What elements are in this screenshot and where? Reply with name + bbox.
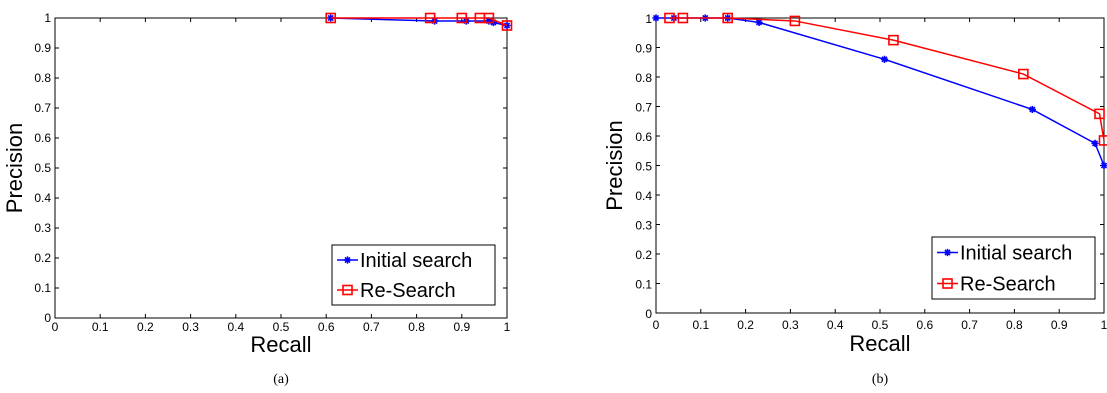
data-point-initial-search-core <box>1102 163 1106 168</box>
x-tick-label: 0.9 <box>453 320 470 334</box>
x-tick-label: 0 <box>653 318 660 332</box>
data-point-re-search <box>888 34 899 46</box>
y-tick-label: 1 <box>645 12 652 26</box>
data-point-initial-search-core <box>1030 107 1035 112</box>
x-tick-label: 0 <box>52 320 59 334</box>
y-tick-label: 0.9 <box>34 41 51 55</box>
y-tick-label: 0.6 <box>635 130 652 144</box>
legend-box <box>331 244 496 306</box>
y-tick-label: 0.4 <box>635 189 652 203</box>
y-tick-label: 0.4 <box>34 191 51 205</box>
x-tick-label: 0.1 <box>92 320 109 334</box>
data-point-initial-search-core <box>654 16 658 20</box>
legend-marker-re-search <box>942 278 953 289</box>
legend-marker-initial-search-core <box>945 250 950 255</box>
series-line-initial-search <box>656 17 1105 166</box>
legend-marker-initial-search-core <box>345 258 350 262</box>
legend-label: Initial search <box>960 243 1072 265</box>
y-tick-label: 0.8 <box>635 71 652 85</box>
legend-box <box>931 236 1096 300</box>
data-point-re-search <box>722 12 733 24</box>
x-tick-label: 0.5 <box>872 318 889 332</box>
x-tick-label: 0.2 <box>137 320 154 334</box>
y-tick-label: 0.5 <box>34 161 51 175</box>
x-tick-label: 0.5 <box>273 320 290 334</box>
x-tick-label: 0.4 <box>227 320 244 334</box>
x-tick-label: 0.6 <box>318 320 335 334</box>
data-point-re-search <box>483 12 495 24</box>
data-point-re-search <box>456 12 468 24</box>
x-tick-label: 0.7 <box>363 320 380 334</box>
x-tick-label: 0.3 <box>182 320 199 334</box>
chart-panel-b: 0 0.1 0.2 0.3 0.4 0.5 0.6 0.7 0.8 0.9 1 0 0.1 0.2 0.3 0… <box>602 12 1107 387</box>
y-tick-label: 0 <box>645 307 652 321</box>
y-tick-label: 0.8 <box>34 71 51 85</box>
x-axis-label: Recall <box>849 331 910 356</box>
y-axis-label: Precision <box>602 120 627 210</box>
y-tick-label: 0.3 <box>635 218 652 232</box>
y-tick-label: 0.3 <box>34 221 51 235</box>
data-point-re-search <box>677 12 689 24</box>
legend-marker-re-search <box>342 284 353 296</box>
y-tick-label: 0.6 <box>34 131 51 145</box>
data-point-initial-search-core <box>757 20 761 25</box>
y-tick-label: 0.9 <box>635 41 652 55</box>
x-tick-label: 0.1 <box>692 318 709 332</box>
y-axis-label: Precision <box>2 123 27 213</box>
y-tick-label: 0.7 <box>34 101 51 115</box>
x-tick-label: 0.2 <box>737 318 754 332</box>
x-tick-label: 0.8 <box>408 320 425 334</box>
y-tick-label: 0.1 <box>635 277 652 291</box>
x-axis-label: Recall <box>250 332 311 357</box>
data-point-initial-search-core <box>882 57 887 62</box>
x-tick-label: 0.4 <box>827 318 844 332</box>
x-tick-label: 0.6 <box>916 318 933 332</box>
x-tick-label: 0.9 <box>1051 318 1068 332</box>
x-tick-label: 1 <box>1101 318 1107 332</box>
figure-caption: (b) <box>872 372 889 387</box>
data-point-re-search <box>1094 108 1105 120</box>
y-tick-label: 0.1 <box>34 281 51 295</box>
x-tick-label: 0.3 <box>782 318 799 332</box>
figure-caption: (a) <box>273 372 289 387</box>
data-point-initial-search-core <box>1093 141 1097 146</box>
y-tick-label: 0.2 <box>34 251 51 265</box>
data-point-re-search <box>1018 68 1029 80</box>
x-tick-label: 0.7 <box>961 318 978 332</box>
y-tick-label: 0.7 <box>635 100 652 114</box>
data-point-re-search <box>664 12 675 24</box>
y-tick-label: 1 <box>44 11 51 25</box>
y-tick-label: 0.5 <box>635 159 652 173</box>
data-point-re-search <box>1098 135 1107 146</box>
series-line-re-search <box>669 17 1105 141</box>
chart-panel-a: 0 0.1 0.2 0.3 0.4 0.5 0.6 0.7 0.8 0.9 1 0 0.1 0.2 0.3 0… <box>2 11 513 387</box>
x-tick-label: 0.8 <box>1006 318 1023 332</box>
x-tick-label: 1 <box>504 320 511 334</box>
y-tick-label: 0.2 <box>635 248 652 262</box>
data-point-re-search <box>501 20 513 31</box>
series-line-re-search <box>330 17 508 27</box>
data-point-re-search <box>424 12 436 24</box>
y-tick-label: 0 <box>44 311 51 325</box>
data-point-re-search <box>789 15 801 27</box>
legend-label: Re-Search <box>360 280 456 302</box>
data-point-re-search <box>325 12 337 24</box>
legend-label: Initial search <box>360 250 472 272</box>
legend-label: Re-Search <box>960 274 1056 296</box>
